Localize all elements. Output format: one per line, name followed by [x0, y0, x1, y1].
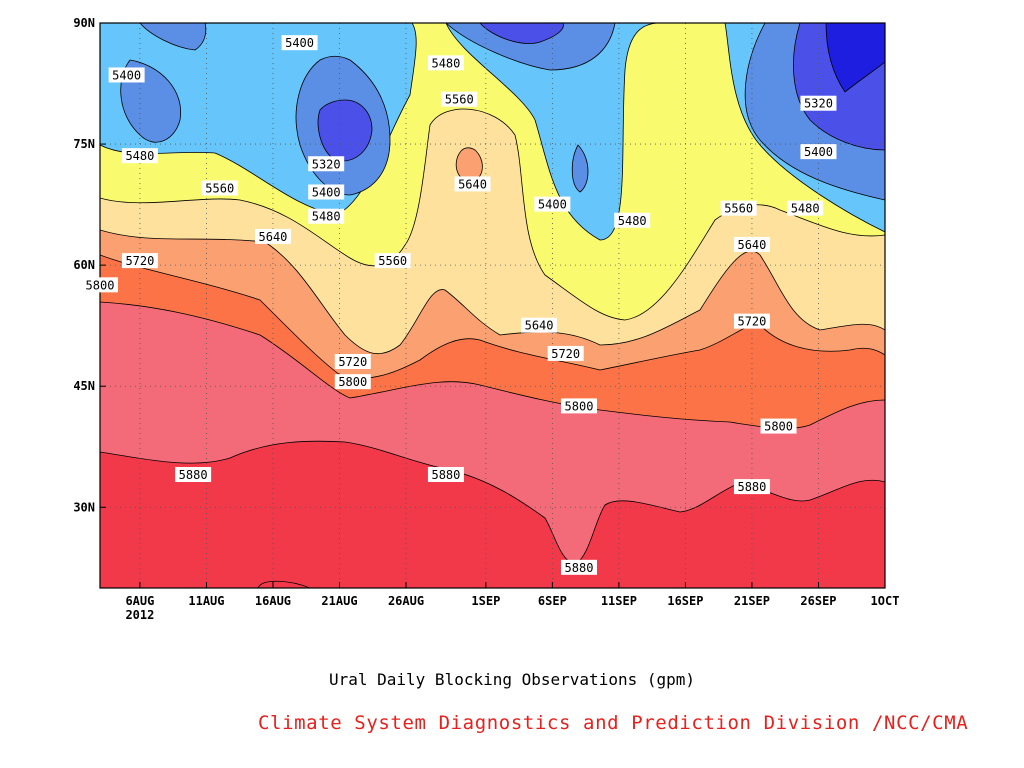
contour-label: 5800 [86, 278, 115, 292]
x-tick-label: 11AUG [188, 594, 224, 608]
x-axis: 6AUG 11AUG 16AUG 21AUG 26AUG 1SEP 6SEP 11SEP 16S… [125, 582, 899, 622]
x-tick-label: 16SEP [667, 594, 703, 608]
y-tick-label: 75N [73, 137, 95, 151]
contour-label-bg [800, 144, 837, 160]
contour-label-bg [254, 228, 291, 244]
contour-label-bg [800, 95, 837, 111]
contour-label-bg [560, 398, 597, 414]
contour-label-bg [441, 91, 478, 107]
contour-label: 5640 [458, 177, 487, 191]
contour-label: 5800 [338, 375, 367, 389]
x-tick-label: 1OCT [871, 594, 900, 608]
contour-label: 5880 [565, 561, 594, 575]
contour-label-bg [281, 35, 318, 51]
contour-label: 5720 [338, 355, 367, 369]
contour-label: 5640 [737, 238, 766, 252]
contour-label-bg [760, 418, 797, 434]
contour-label: 5560 [724, 202, 753, 216]
contour-label: 5560 [445, 93, 474, 107]
credit-line: Climate System Diagnostics and Predictio… [258, 712, 969, 734]
contour-label-bg [733, 313, 770, 329]
contour-label-bg [534, 196, 571, 212]
contour-label-bg [201, 180, 238, 196]
contour-label: 5880 [431, 468, 460, 482]
contour-label-bg [614, 212, 651, 228]
x-tick-label: 21SEP [734, 594, 770, 608]
y-tick-label: 45N [73, 379, 95, 393]
y-tick-label: 60N [73, 258, 95, 272]
contour-label: 5480 [125, 149, 154, 163]
contour-label-bg [108, 67, 145, 83]
contour-label: 5880 [737, 480, 766, 494]
band-5320-5400-center [317, 99, 373, 162]
contour-label-bg [308, 184, 345, 200]
band-5320-5400-north [479, 23, 564, 44]
contour-label: 5880 [179, 468, 208, 482]
contour-label: 5560 [378, 254, 407, 268]
x-tick-label: 1SEP [471, 594, 500, 608]
contour-label: 5560 [205, 181, 234, 195]
x-tick-label: 6SEP [538, 594, 567, 608]
y-axis: 30N 45N 60N 75N 90N [73, 16, 106, 514]
contour-label: 5640 [525, 319, 554, 333]
x-tick-label: 26SEP [800, 594, 836, 608]
contour-label-bg [720, 200, 757, 216]
contour-label-bg [427, 55, 464, 71]
x-tick-label: 11SEP [601, 594, 637, 608]
contour-label-bg [733, 236, 770, 252]
contour-label: 5720 [737, 315, 766, 329]
contour-fill-group [100, 23, 885, 588]
y-tick-label: 30N [73, 500, 95, 514]
contour-label: 5480 [312, 210, 341, 224]
contour-label: 5320 [804, 97, 833, 111]
band-5640-spot [455, 147, 483, 183]
contour-label: 5480 [431, 56, 460, 70]
x-tick-label: 6AUG [125, 594, 154, 608]
contour-label-bg [733, 479, 770, 495]
plot-frame [99, 22, 886, 589]
contour-label: 5720 [125, 254, 154, 268]
contour-label-bg [121, 253, 158, 269]
contour-label: 5320 [312, 157, 341, 171]
band-5400-5480-west [120, 23, 207, 143]
contour-label: 5400 [312, 186, 341, 200]
contour-label: 5400 [538, 198, 567, 212]
x-tick-label: 26AUG [388, 594, 424, 608]
contour-label-bg [787, 200, 824, 216]
contour-label-bg [547, 345, 584, 361]
contour-label-bg [521, 317, 558, 333]
contour-label-bg [560, 559, 597, 575]
contour-label: 5400 [804, 145, 833, 159]
contour-label-bg [308, 208, 345, 224]
x-tick-label: 21AUG [321, 594, 357, 608]
contour-label: 5640 [259, 230, 288, 244]
y-tick-label: 90N [73, 16, 95, 30]
contour-label: 5400 [285, 36, 314, 50]
band-5400-5480-north [445, 23, 616, 71]
contour-label: 5400 [112, 68, 141, 82]
contour-label-bg [308, 156, 345, 172]
contour-label: 5480 [618, 214, 647, 228]
band-below-5320-east [825, 23, 885, 93]
contour-labels: 5400 5400 5480 5560 5320 5400 5480 5640 5400 5480… [82, 35, 837, 575]
chart-title: Ural Daily Blocking Observations (gpm) [328, 670, 696, 689]
contour-label: 5720 [551, 347, 580, 361]
contour-label-bg [334, 374, 371, 390]
contour-label-bg [427, 467, 464, 482]
contour-label-bg [374, 253, 411, 269]
x-tick-label: 16AUG [255, 594, 291, 608]
contour-label-bg [454, 176, 491, 192]
contour-label-bg [121, 148, 158, 164]
contour-label-bg [334, 354, 371, 369]
contour-label-bg [82, 277, 118, 293]
contour-label: 5800 [565, 399, 594, 413]
contour-label: 5800 [764, 420, 793, 434]
contour-label-bg [175, 467, 212, 482]
x-year-label: 2012 [125, 608, 154, 622]
contour-label: 5480 [791, 202, 820, 216]
band-5400-5480-spot [571, 144, 589, 193]
